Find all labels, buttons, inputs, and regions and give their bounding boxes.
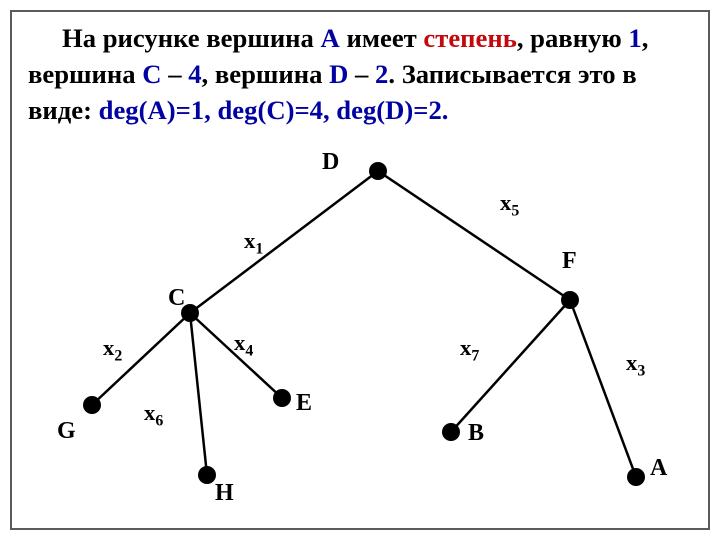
caption-segment: deg(A)=1, deg(C)=4, deg(D)=2. xyxy=(99,95,449,125)
caption-segment: имеет xyxy=(346,23,423,53)
node-label-G: G xyxy=(57,418,76,445)
caption-segment: , равную xyxy=(517,23,629,53)
edge-label-sub: 6 xyxy=(155,413,163,430)
edge-label-x2: x2 xyxy=(103,335,122,366)
edge-label-sub: 7 xyxy=(471,348,479,365)
node-label-E: E xyxy=(296,390,312,417)
edge-label-x4: x4 xyxy=(234,330,253,361)
edge-label-base: x xyxy=(103,335,114,360)
edge-label-base: x xyxy=(234,330,245,355)
caption-segment: степень xyxy=(423,23,516,53)
edge-label-x5: x5 xyxy=(500,190,519,221)
node-label-B: B xyxy=(468,420,484,447)
caption-segment: 4 xyxy=(188,59,201,89)
edge-label-sub: 1 xyxy=(255,241,263,258)
caption-text: На рисунке вершина А имеет степень, равн… xyxy=(28,20,693,128)
node-label-F: F xyxy=(562,248,577,275)
edge-label-base: x xyxy=(460,335,471,360)
caption-segment: С xyxy=(142,59,161,89)
caption-segment: 1 xyxy=(628,23,641,53)
edge-label-base: x xyxy=(244,228,255,253)
node-label-D: D xyxy=(322,149,339,176)
caption-segment: – xyxy=(348,59,375,89)
node-label-A: A xyxy=(650,455,667,482)
caption-segment: А xyxy=(321,23,347,53)
caption-segment: 2 xyxy=(375,59,388,89)
node-label-C: C xyxy=(168,285,185,312)
edge-label-sub: 4 xyxy=(245,343,253,360)
edge-label-x7: x7 xyxy=(460,335,479,366)
node-label-H: H xyxy=(215,480,234,507)
edge-label-base: x xyxy=(144,400,155,425)
edge-label-sub: 5 xyxy=(511,203,519,220)
edge-label-sub: 3 xyxy=(637,363,645,380)
edge-label-base: x xyxy=(500,190,511,215)
caption-segment: D xyxy=(329,59,348,89)
caption-segment: – xyxy=(162,59,189,89)
caption-segment: , вершина xyxy=(202,59,330,89)
edge-label-x3: x3 xyxy=(626,350,645,381)
edge-label-x1: x1 xyxy=(244,228,263,259)
edge-label-base: x xyxy=(626,350,637,375)
edge-label-x6: x6 xyxy=(144,400,163,431)
caption-segment: На рисунке вершина xyxy=(62,23,321,53)
edge-label-sub: 2 xyxy=(114,348,122,365)
